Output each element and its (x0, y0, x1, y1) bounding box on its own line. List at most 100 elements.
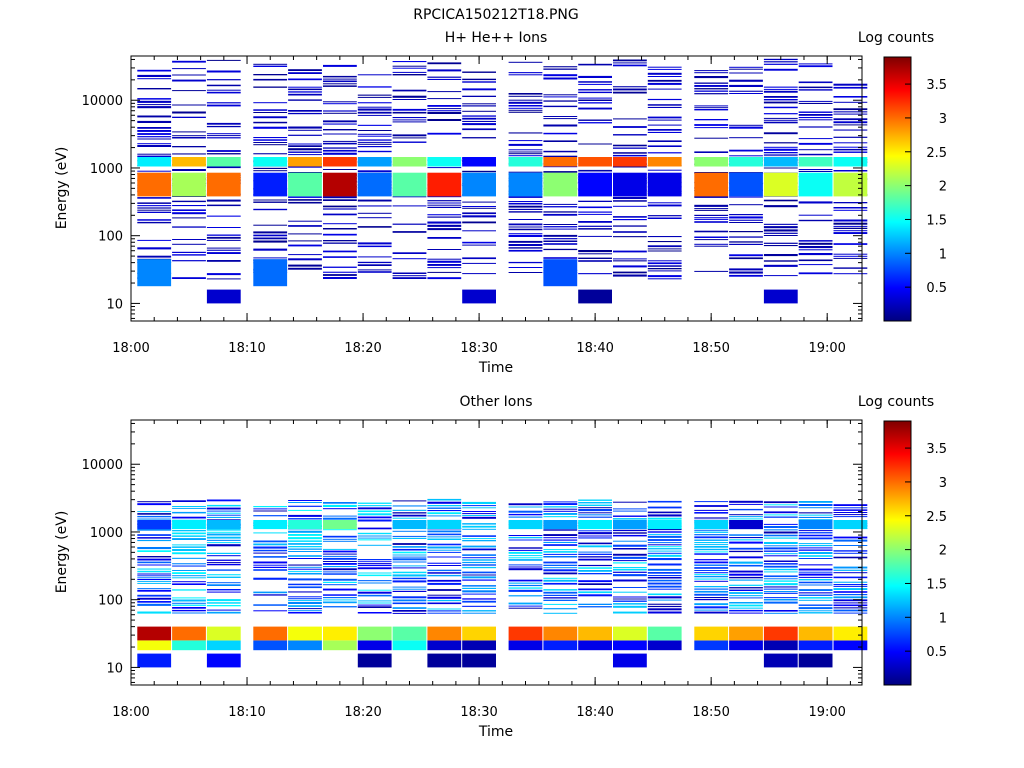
heatmap-cell (427, 536, 462, 538)
heatmap-cell (798, 599, 833, 601)
heatmap-cell (427, 556, 462, 558)
heatmap-cell (323, 147, 357, 149)
heatmap-cell (206, 519, 241, 521)
heatmap-cell (427, 533, 462, 536)
heatmap-cell (253, 546, 288, 549)
heatmap-cell (323, 110, 357, 112)
heatmap-cell (392, 546, 427, 548)
heatmap-cell (798, 604, 833, 606)
heatmap-cell (647, 506, 682, 509)
heatmap-cell (833, 142, 868, 144)
heatmap-cell (357, 510, 392, 513)
colorbar-tick-label: 1.5 (926, 213, 947, 228)
heatmap-cell (288, 244, 322, 247)
heatmap-cell (578, 225, 612, 227)
heatmap-cell (288, 578, 322, 581)
heatmap-cell (392, 554, 427, 556)
heatmap-cell (427, 572, 462, 574)
heatmap-cell (206, 166, 241, 169)
colorbar-tick-label: 3.5 (926, 442, 947, 457)
heatmap-cell (763, 61, 798, 63)
heatmap-cell (323, 277, 357, 279)
heatmap-cell (206, 602, 241, 604)
heatmap-cell (508, 95, 543, 97)
colorbar-tick-label: 2 (939, 180, 947, 195)
heatmap-cell (613, 571, 647, 573)
heatmap-cell (427, 640, 462, 651)
heatmap-cell (172, 243, 206, 245)
heatmap-cell (763, 514, 798, 516)
heatmap-cell (357, 535, 392, 537)
heatmap-cell (462, 554, 496, 556)
heatmap-cell (763, 553, 798, 555)
heatmap-cell (206, 536, 241, 539)
heatmap-cell (357, 602, 392, 604)
heatmap-cell (647, 585, 682, 588)
heatmap-cell (288, 558, 322, 559)
heatmap-cell (578, 260, 612, 262)
heatmap-cell (427, 551, 462, 553)
heatmap-cell (763, 132, 798, 135)
heatmap-cell (288, 148, 322, 151)
heatmap-cell (729, 587, 763, 589)
heatmap-cell (357, 559, 392, 560)
heatmap-cell (172, 260, 206, 262)
heatmap-cell (578, 504, 612, 506)
heatmap-cell (357, 582, 392, 584)
heatmap-cell (543, 228, 578, 230)
heatmap-cell (729, 514, 763, 516)
axis-ticks: 18:00 18:10 18:20 18:30 18:40 18:50 19:00 10 100… (82, 420, 862, 720)
heatmap-cell (427, 596, 462, 599)
heatmap-cell (137, 537, 172, 539)
heatmap-cell (206, 559, 241, 561)
heatmap-cell (613, 515, 647, 517)
heatmap-cell (427, 78, 462, 80)
heatmap-cell (392, 565, 427, 567)
heatmap-cell (427, 237, 462, 239)
heatmap-cell (833, 101, 868, 103)
heatmap-cell (798, 142, 833, 145)
heatmap-cell (288, 586, 322, 589)
heatmap-cell (172, 205, 206, 207)
heatmap-cell (578, 250, 612, 253)
heatmap-cell (357, 580, 392, 582)
heatmap-cell (137, 539, 172, 542)
heatmap-cell (763, 99, 798, 101)
heatmap-cell (323, 83, 357, 85)
heatmap-cell (392, 567, 427, 569)
heatmap-cell (323, 199, 357, 201)
heatmap-cell (647, 72, 682, 75)
heatmap-cell (206, 512, 241, 514)
heatmap-cell (647, 66, 682, 68)
heatmap-cell (323, 213, 357, 216)
heatmap-cell (543, 116, 578, 117)
heatmap-cell (647, 68, 682, 70)
heatmap-cell (578, 606, 612, 608)
heatmap-cell (763, 226, 798, 229)
heatmap-cell (137, 88, 172, 90)
heatmap-cell (357, 532, 392, 535)
heatmap-cell (323, 517, 357, 520)
heatmap-cell (137, 130, 172, 132)
heatmap-cell (172, 577, 206, 579)
y-tick-label: 100 (98, 230, 123, 245)
heatmap-cell (543, 553, 578, 555)
heatmap-cell (694, 172, 729, 197)
heatmap-cell (647, 215, 682, 217)
heatmap-cell (323, 538, 357, 540)
heatmap-cell (172, 557, 206, 559)
heatmap-cell (172, 111, 206, 114)
heatmap-cell (833, 507, 868, 509)
heatmap-cell (833, 136, 868, 138)
heatmap-cell (578, 502, 612, 504)
heatmap-cell (543, 513, 578, 515)
heatmap-cell (172, 520, 206, 530)
heatmap-cell (647, 579, 682, 582)
heatmap-cell (172, 251, 206, 253)
heatmap-cell (288, 548, 322, 550)
heatmap-cell (613, 225, 647, 227)
heatmap-cell (694, 76, 729, 79)
heatmap-cell (137, 597, 172, 600)
heatmap-cell (323, 271, 357, 273)
heatmap-cell (137, 653, 172, 668)
